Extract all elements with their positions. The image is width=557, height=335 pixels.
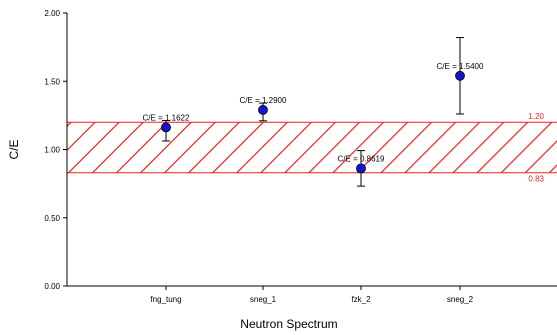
y-tick-label: 1.50 [44,77,60,86]
y-ticks: 0.00 0.50 1.00 1.50 2.00 [44,9,67,291]
x-tick-label: fng_tung [150,295,181,304]
data-point-marker [161,122,171,133]
data-point-group: C/E = 0.8619 [338,150,385,187]
data-points: C/E = 1.1622 C/E = 1.2900 C/E = 0.8619 C/E … [143,37,484,187]
data-point-group: C/E = 1.5400 [437,37,484,115]
x-ticks: fng_tung sneg_1 fzk_2 sneg_2 [150,286,474,304]
data-point-marker [455,70,465,81]
confidence-band: 1.20 0.83 [67,112,557,184]
data-point-label: C/E = 0.8619 [338,154,385,163]
y-tick-label: 2.00 [44,9,60,18]
y-tick-label: 0.00 [44,282,60,291]
data-point-group: C/E = 1.1622 [143,113,190,142]
x-tick-label: sneg_1 [250,295,277,304]
band-lower-label: 0.83 [528,175,544,184]
band-upper-label: 1.20 [528,112,544,121]
y-tick-label: 0.50 [44,214,60,223]
data-point-marker [356,163,366,174]
band-hatch [67,122,557,173]
data-point-group: C/E = 1.2900 [240,96,287,122]
y-axis-title: C/E [7,139,21,159]
x-tick-label: sneg_2 [447,295,474,304]
x-tick-label: fzk_2 [351,295,371,304]
data-point-label: C/E = 1.2900 [240,96,287,105]
data-point-label: C/E = 1.1622 [143,113,190,122]
data-point-label: C/E = 1.5400 [437,62,484,71]
x-axis-title: Neutron Spectrum [240,317,337,331]
y-tick-label: 1.00 [44,146,60,155]
data-point-marker [258,105,268,115]
